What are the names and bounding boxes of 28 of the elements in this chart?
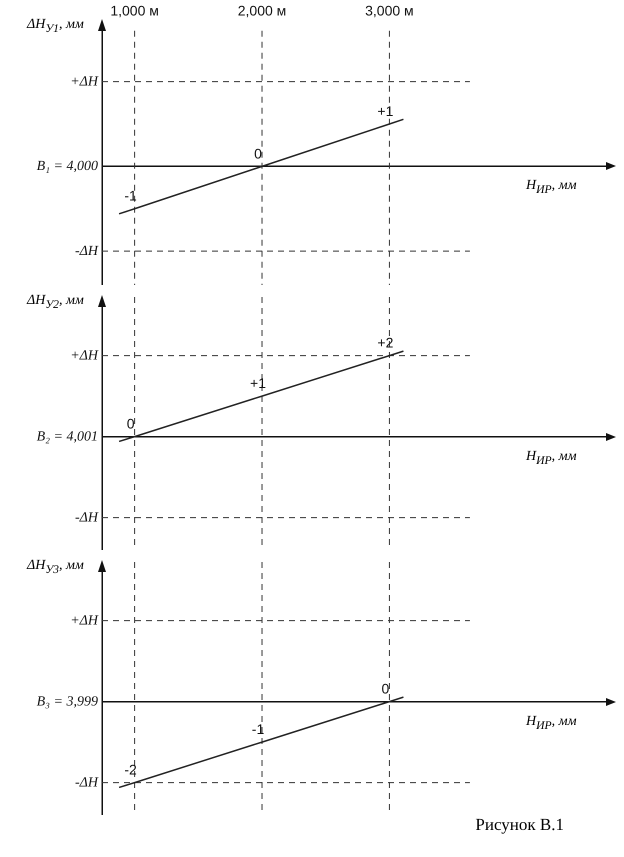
x-axis-title: H$_{ИР}$, мм [526, 448, 577, 466]
data-label: 0 [382, 680, 390, 697]
y-axis-title: ΔH$_{У3}$, мм [27, 558, 84, 576]
data-label: -2 [124, 762, 138, 778]
y-axis-title: ΔH$_{У2}$, мм [27, 293, 84, 311]
data-label: -1 [124, 188, 138, 204]
text: Рисунок В.1 [474, 815, 564, 835]
x-tick-label: 1,000 м [110, 2, 159, 18]
x-tick-label: 2,000 м [238, 2, 286, 18]
data-label: 0 [254, 145, 262, 162]
ref-line-label: +ΔH [70, 613, 99, 628]
text: B₁ = 4,000 [36, 159, 98, 174]
data-label: +1 [250, 375, 266, 392]
data-label: -1 [252, 721, 264, 738]
x-tick-label: 3,000 м [365, 2, 414, 18]
x-axis-title: H$_{ИР}$, мм [526, 178, 577, 196]
ref-line-label: +ΔH [70, 74, 99, 90]
data-label: +2 [377, 334, 394, 351]
ref-line-label: +ΔH [70, 348, 99, 364]
ref-line-label: -ΔH [75, 244, 99, 259]
ref-line-label: -ΔH [75, 775, 99, 790]
data-label: +1 [377, 103, 394, 120]
x-axis-title: H$_{ИР}$, мм [526, 714, 577, 732]
ref-line-label: -ΔH [75, 510, 99, 526]
data-label: 0 [126, 416, 135, 432]
y-axis-title: ΔH$_{У1}$, мм [27, 16, 84, 35]
text: B₃ = 3,999 [36, 694, 98, 710]
text: B₂ = 4,001 [36, 429, 98, 444]
